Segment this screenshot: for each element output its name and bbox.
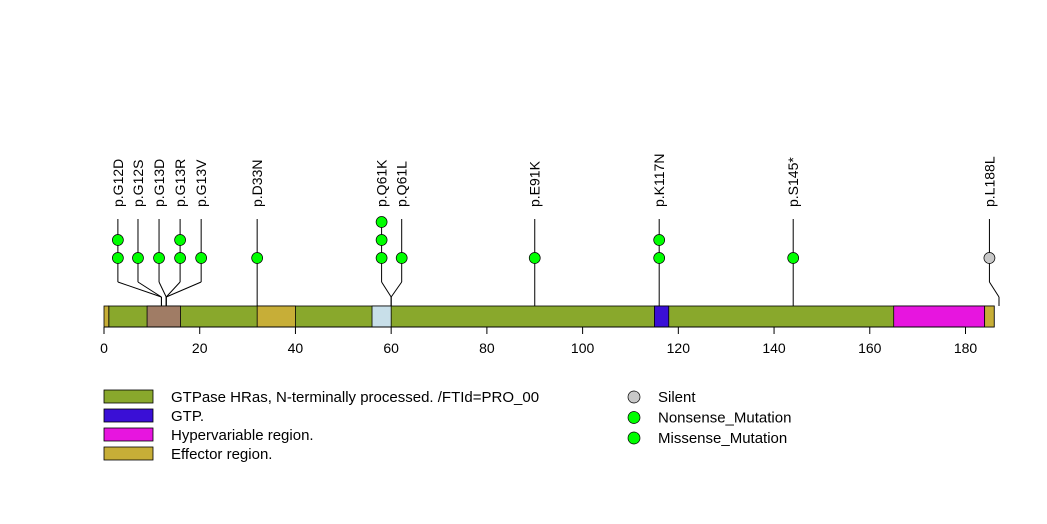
mutation-label-p-e91k: p.E91K — [527, 160, 543, 207]
mutation-dot-p-q61k-3 — [375, 216, 388, 228]
mutation-dot-p-l188l-1 — [983, 252, 996, 264]
mutation-dot-p-k117n-2 — [653, 234, 666, 246]
stem-elbow-p-g13v — [166, 281, 202, 298]
domain-gtpase-hras-n-terminally-processed-ftid-pro-00-0 — [108, 305, 995, 328]
mutation-dot-p-d33n-1 — [251, 252, 264, 264]
legend-label-missense-mutation: Missense_Mutation — [658, 430, 787, 447]
stem-elbow-p-q61l — [390, 281, 403, 298]
legend-label-silent: Silent — [658, 389, 696, 406]
x-tick-label-20: 20 — [192, 340, 208, 356]
legend-swatch-gtpase-hras-n-terminally-processed-ftid-pro-00 — [103, 389, 154, 404]
domain-motif-3 — [371, 305, 392, 328]
mutation-dot-p-k117n-1 — [653, 252, 666, 264]
x-tick-label-160: 160 — [858, 340, 882, 356]
mutation-label-p-l188l: p.L188L — [981, 156, 997, 207]
mutation-label-p-g12s: p.G12S — [130, 160, 146, 207]
mutation-dot-p-g13r-1 — [174, 252, 186, 264]
mutation-dot-p-s145-1 — [787, 252, 800, 264]
x-tick-label-40: 40 — [288, 340, 304, 356]
domain-effector-region-2 — [256, 305, 296, 328]
x-tick-label-0: 0 — [100, 340, 108, 356]
mutation-label-p-g12d: p.G12D — [110, 159, 126, 207]
mutation-dot-p-g12s-1 — [132, 252, 144, 264]
mutation-dot-p-g13r-2 — [174, 234, 186, 246]
legend-swatch-effector-region — [103, 446, 154, 461]
mutation-dot-p-g13v-1 — [195, 252, 208, 264]
legend-swatch-hypervariable-region — [103, 427, 154, 442]
mutation-label-p-k117n: p.K117N — [651, 154, 667, 207]
stem-elbow-p-g13d — [158, 281, 167, 298]
mutation-label-p-g13r: p.G13R — [172, 159, 188, 207]
legend-dot-silent — [627, 390, 641, 404]
mutation-dot-p-g12d-2 — [112, 234, 124, 246]
domain-left-cap — [103, 305, 110, 328]
stem-elbow-p-g12d — [117, 281, 162, 298]
stem-elbow-p-g13r — [165, 281, 181, 298]
legend-label-hypervariable-region: Hypervariable region. — [171, 427, 314, 444]
legend-dot-missense-mutation — [627, 431, 641, 445]
legend-label-gtpase-hras-n-terminally-processed-ftid-pro-00: GTPase HRas, N-terminally processed. /FT… — [171, 389, 539, 406]
domain-gtp-4 — [654, 305, 670, 328]
stem-elbow-p-g12s — [137, 281, 162, 298]
mutation-label-p-q61k: p.Q61K — [374, 159, 390, 207]
x-tick-label-60: 60 — [383, 340, 399, 356]
mutation-label-p-g13d: p.G13D — [151, 159, 167, 207]
mutation-dot-p-q61k-1 — [375, 252, 388, 264]
stem-elbow-p-l188l — [989, 281, 1000, 298]
mutation-dot-p-g12d-1 — [112, 252, 124, 264]
domain-end-segment-6 — [984, 305, 995, 328]
x-tick-label-180: 180 — [954, 340, 978, 356]
mutation-label-p-q61l: p.Q61L — [394, 161, 410, 207]
mutation-label-p-g13v: p.G13V — [193, 159, 209, 207]
legend-label-effector-region: Effector region. — [171, 446, 272, 463]
mutation-dot-p-q61l-1 — [395, 252, 408, 264]
x-tick-label-100: 100 — [571, 340, 595, 356]
mutation-label-p-d33n: p.D33N — [249, 160, 265, 207]
mutation-dot-p-g13d-1 — [153, 252, 165, 264]
legend-dot-nonsense-mutation — [627, 411, 641, 424]
mutation-label-p-s145: p.S145* — [785, 157, 801, 207]
x-tick-label-120: 120 — [667, 340, 691, 356]
x-tick-label-80: 80 — [479, 340, 495, 356]
stem-elbow-p-q61k — [381, 281, 392, 298]
domain-motif-1 — [146, 305, 181, 328]
legend-swatch-gtp — [103, 408, 154, 423]
mutation-dot-p-e91k-1 — [528, 252, 541, 264]
domain-hypervariable-region-5 — [893, 305, 986, 328]
mutation-dot-p-q61k-2 — [375, 234, 388, 246]
legend-label-nonsense-mutation: Nonsense_Mutation — [658, 410, 791, 427]
legend-label-gtp: GTP. — [171, 408, 204, 425]
x-tick-label-140: 140 — [762, 340, 786, 356]
